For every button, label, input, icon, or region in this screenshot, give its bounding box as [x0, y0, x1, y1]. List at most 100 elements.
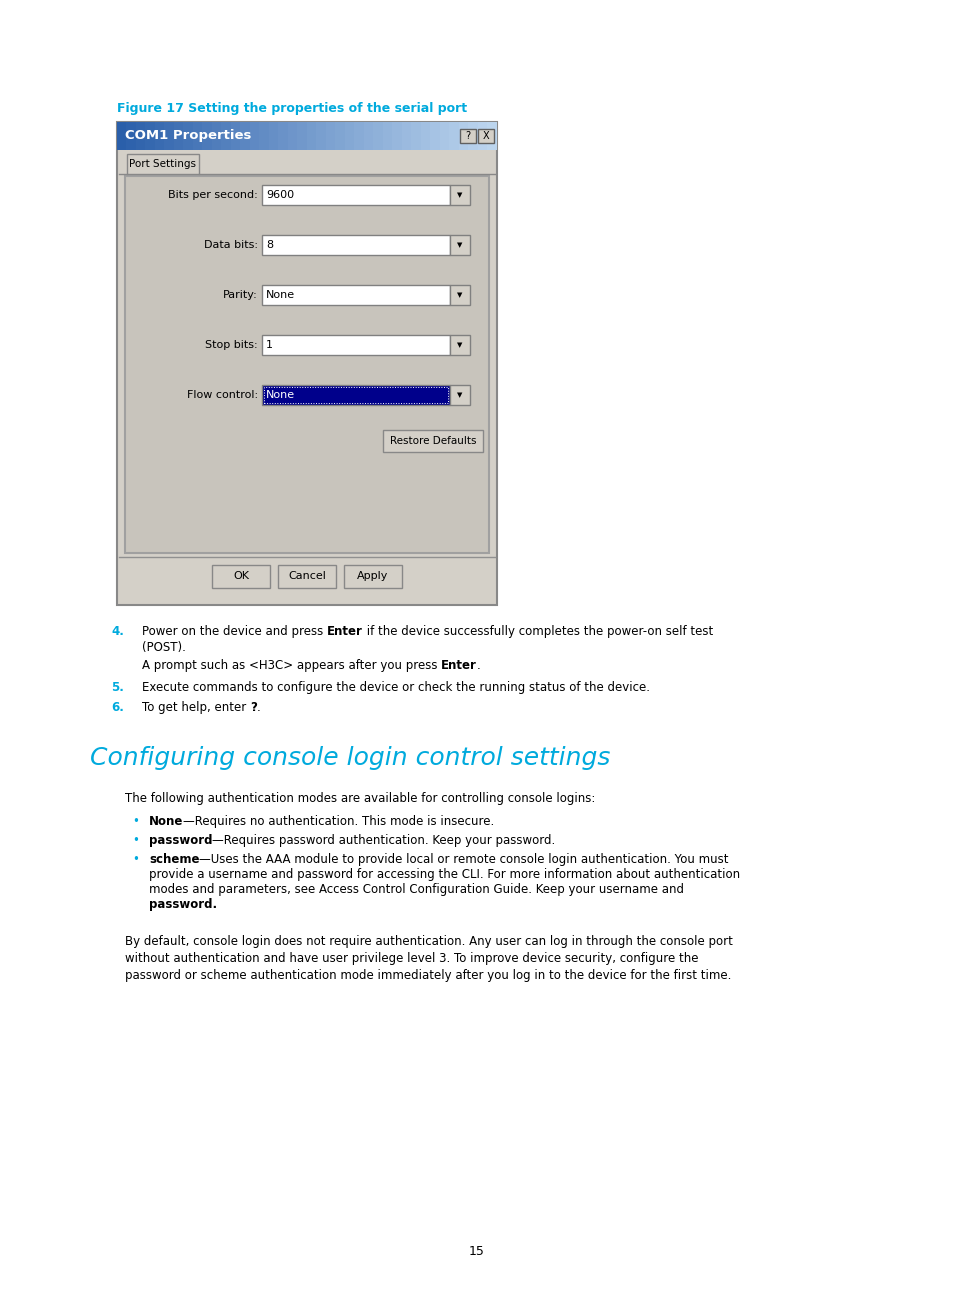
- Bar: [262, 334, 450, 355]
- Bar: [382, 122, 393, 150]
- Bar: [221, 122, 232, 150]
- Bar: [127, 122, 136, 150]
- Bar: [202, 122, 213, 150]
- Bar: [450, 385, 470, 404]
- Text: ▼: ▼: [456, 342, 462, 349]
- Bar: [355, 122, 364, 150]
- Text: Restore Defaults: Restore Defaults: [390, 435, 476, 446]
- Bar: [173, 122, 184, 150]
- Text: password: password: [149, 835, 213, 848]
- Bar: [277, 565, 335, 588]
- Text: (POST).: (POST).: [142, 642, 186, 654]
- Text: ▼: ▼: [456, 242, 462, 248]
- Text: By default, console login does not require authentication. Any user can log in t: By default, console login does not requi…: [125, 934, 732, 947]
- Text: Stop bits:: Stop bits:: [205, 340, 257, 350]
- Bar: [278, 122, 288, 150]
- Bar: [392, 122, 402, 150]
- Text: scheme: scheme: [149, 853, 199, 866]
- Text: Data bits:: Data bits:: [204, 240, 257, 250]
- Bar: [164, 122, 174, 150]
- Bar: [458, 122, 469, 150]
- Text: None: None: [149, 815, 183, 828]
- Text: —Requires password authentication. Keep your password.: —Requires password authentication. Keep …: [213, 835, 556, 848]
- Bar: [345, 122, 355, 150]
- Bar: [439, 122, 450, 150]
- Text: The following authentication modes are available for controlling console logins:: The following authentication modes are a…: [125, 792, 595, 805]
- Bar: [477, 122, 488, 150]
- Bar: [240, 122, 251, 150]
- Text: without authentication and have user privilege level 3. To improve device securi: without authentication and have user pri…: [125, 953, 698, 966]
- Text: 5.: 5.: [111, 680, 124, 693]
- Bar: [231, 122, 241, 150]
- Text: Enter: Enter: [327, 625, 362, 638]
- Bar: [468, 122, 478, 150]
- Bar: [382, 430, 482, 452]
- Bar: [450, 334, 470, 355]
- Text: 4.: 4.: [111, 625, 124, 638]
- Bar: [374, 122, 383, 150]
- Text: None: None: [266, 290, 294, 299]
- Bar: [259, 122, 269, 150]
- Bar: [136, 122, 146, 150]
- Bar: [193, 122, 203, 150]
- Text: A prompt such as <H3C> appears after you press: A prompt such as <H3C> appears after you…: [142, 658, 441, 673]
- Text: X: X: [482, 131, 489, 141]
- Bar: [262, 185, 450, 205]
- Bar: [449, 122, 459, 150]
- Bar: [450, 235, 470, 255]
- Bar: [262, 385, 450, 404]
- Text: Bits per second:: Bits per second:: [168, 191, 257, 200]
- Text: Apply: Apply: [357, 572, 388, 581]
- Text: •: •: [132, 815, 139, 828]
- Text: ▼: ▼: [456, 192, 462, 198]
- Bar: [430, 122, 440, 150]
- Bar: [250, 122, 260, 150]
- Text: Parity:: Parity:: [223, 290, 257, 299]
- Text: ?: ?: [465, 131, 470, 141]
- Bar: [364, 122, 374, 150]
- Text: provide a username and password for accessing the CLI. For more information abou: provide a username and password for acce…: [149, 868, 740, 881]
- Bar: [183, 122, 193, 150]
- Bar: [264, 388, 448, 403]
- Bar: [212, 122, 222, 150]
- Text: 15: 15: [469, 1245, 484, 1258]
- Text: Figure 17 Setting the properties of the serial port: Figure 17 Setting the properties of the …: [117, 102, 467, 115]
- Text: OK: OK: [233, 572, 249, 581]
- Bar: [450, 185, 470, 205]
- Text: ?: ?: [250, 701, 256, 714]
- Text: Enter: Enter: [441, 658, 476, 673]
- Bar: [212, 565, 270, 588]
- Text: Configuring console login control settings: Configuring console login control settin…: [90, 746, 610, 770]
- Bar: [154, 122, 165, 150]
- Bar: [117, 122, 127, 150]
- Bar: [344, 565, 401, 588]
- Text: Power on the device and press: Power on the device and press: [142, 625, 327, 638]
- Bar: [146, 122, 155, 150]
- Text: Execute commands to configure the device or check the running status of the devi: Execute commands to configure the device…: [142, 680, 649, 693]
- Text: .: .: [256, 701, 260, 714]
- Bar: [316, 122, 326, 150]
- Text: 8: 8: [266, 240, 273, 250]
- Text: Flow control:: Flow control:: [187, 390, 257, 400]
- Text: ▼: ▼: [456, 391, 462, 398]
- Text: —Requires no authentication. This mode is insecure.: —Requires no authentication. This mode i…: [183, 815, 494, 828]
- Text: 6.: 6.: [111, 701, 124, 714]
- Bar: [420, 122, 431, 150]
- Bar: [127, 154, 199, 174]
- Text: —Uses the AAA module to provide local or remote console login authentication. Yo: —Uses the AAA module to provide local or…: [199, 853, 728, 866]
- Bar: [477, 130, 494, 143]
- Text: Cancel: Cancel: [288, 572, 326, 581]
- Bar: [288, 122, 297, 150]
- Bar: [326, 122, 335, 150]
- Bar: [262, 235, 450, 255]
- Text: .: .: [476, 658, 480, 673]
- Text: ▼: ▼: [456, 292, 462, 298]
- Text: None: None: [266, 390, 294, 400]
- Bar: [335, 122, 345, 150]
- Bar: [262, 285, 450, 305]
- Text: •: •: [132, 835, 139, 848]
- Bar: [450, 285, 470, 305]
- Bar: [117, 122, 497, 605]
- Bar: [307, 122, 316, 150]
- Bar: [125, 176, 489, 553]
